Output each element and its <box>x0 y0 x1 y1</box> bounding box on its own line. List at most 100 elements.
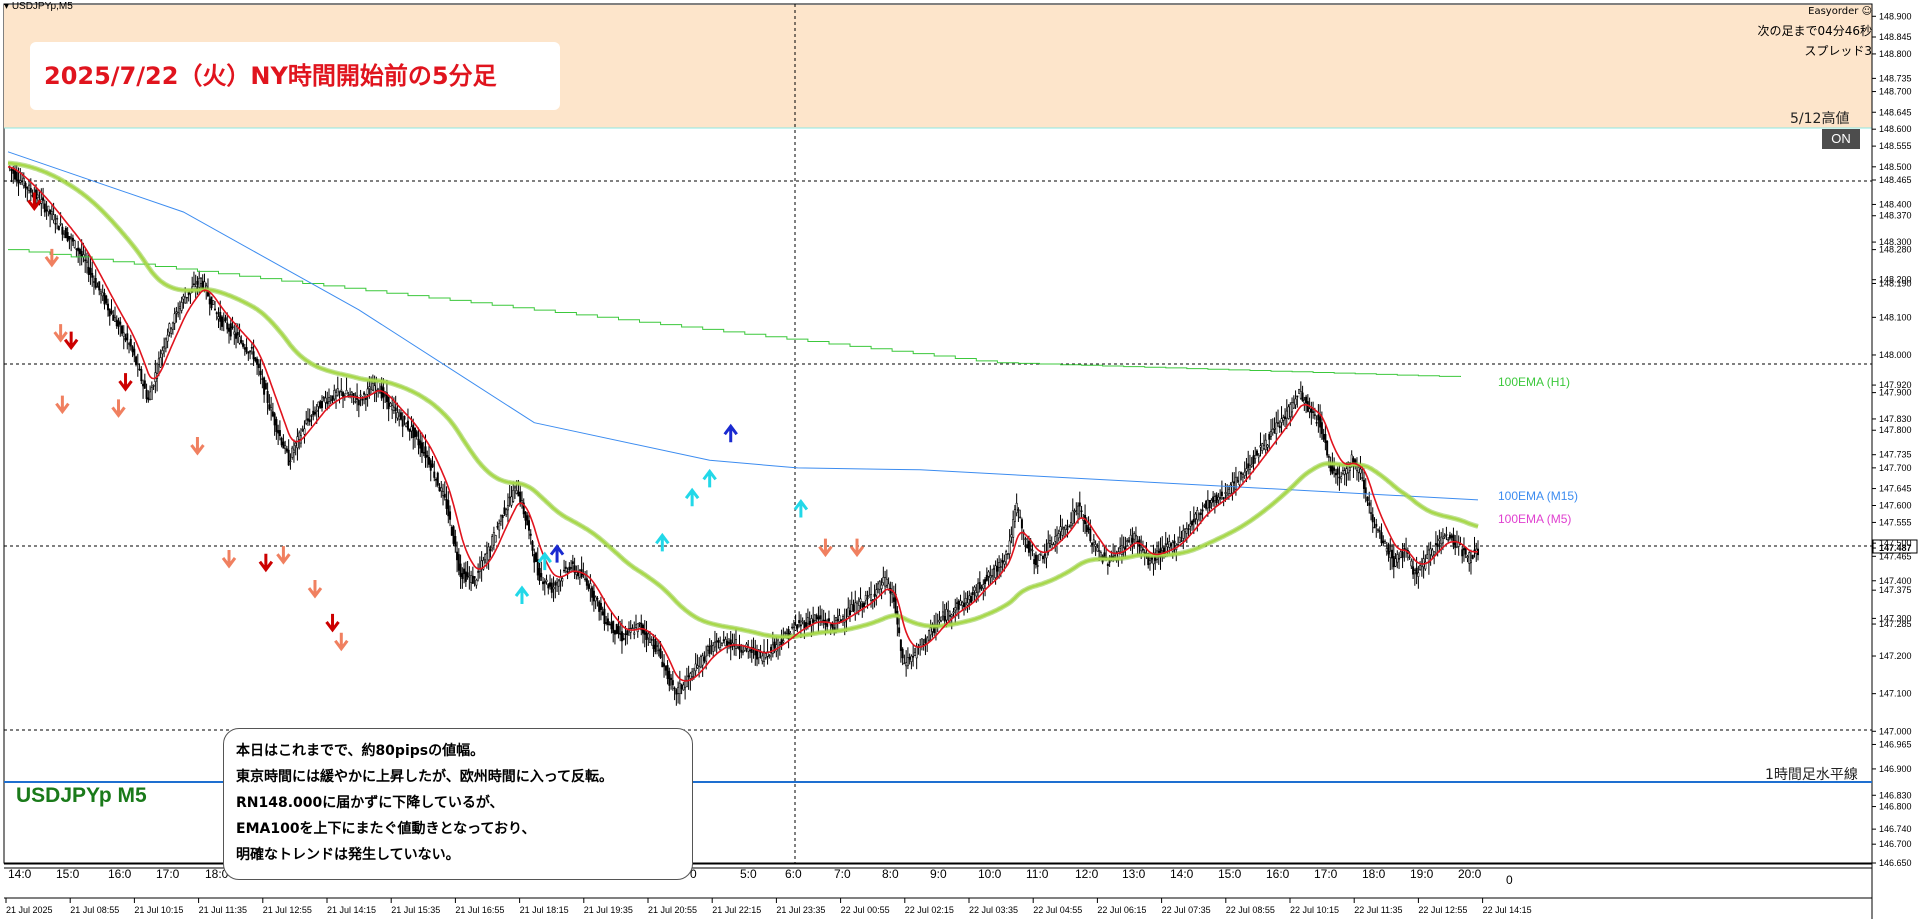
candle-body <box>1301 392 1304 402</box>
candle-body <box>80 250 83 257</box>
candle-body <box>1073 510 1076 513</box>
candle-body <box>1308 408 1311 413</box>
candle-body <box>1070 522 1073 527</box>
candle-body <box>1196 509 1199 521</box>
candle-body <box>1008 540 1011 555</box>
candle-body <box>1224 492 1227 494</box>
candle-body <box>1080 510 1083 512</box>
candle-body <box>1257 454 1260 458</box>
candle-body <box>1226 494 1229 498</box>
candle-body <box>1038 554 1041 561</box>
candle-body <box>1250 464 1253 467</box>
candle-body <box>1392 556 1395 568</box>
time-tick-label: 21 Jul 14:15 <box>327 905 376 915</box>
window-title[interactable]: ▾ USDJPYp,M5 <box>0 0 1876 14</box>
candle-body <box>954 607 957 611</box>
candle-body <box>114 317 117 322</box>
time-tick-label: 21 Jul 10:15 <box>134 905 183 915</box>
candle-body <box>1331 465 1334 474</box>
candle-body <box>29 187 32 193</box>
candle-body <box>861 603 864 608</box>
candle-body <box>554 582 557 586</box>
ema-m5-label: 100EMA (M5) <box>1498 512 1572 526</box>
window-menu-icon[interactable]: ▾ <box>4 1 10 12</box>
candle-body <box>28 184 31 191</box>
candle-body <box>243 347 246 350</box>
candle-body <box>413 427 416 437</box>
candle-body <box>622 638 625 640</box>
hour-label: 13:0 <box>1122 867 1146 881</box>
time-tick-label: 21 Jul 2025 <box>6 905 53 915</box>
candle-body <box>312 410 315 416</box>
hour-label: 17:0 <box>156 867 180 881</box>
ea-name-text: Easyorder <box>1808 6 1859 17</box>
candle-body <box>1422 558 1425 568</box>
candle-body <box>252 351 255 360</box>
candle-body <box>1326 440 1329 456</box>
candle-body <box>1315 422 1318 424</box>
candle-body <box>454 536 457 547</box>
price-tick-label: 147.645 <box>1879 484 1912 494</box>
candle-body <box>1440 536 1443 545</box>
candle-body <box>287 449 290 466</box>
candle-body <box>535 552 538 562</box>
candle-body <box>987 571 990 577</box>
candle-body <box>1377 529 1380 531</box>
candle-body <box>145 389 148 400</box>
hour-label: 9:0 <box>930 867 947 881</box>
candle-body <box>677 686 680 694</box>
candle-body <box>1208 499 1211 509</box>
candle-body <box>1015 502 1018 514</box>
candle-body <box>1029 548 1032 551</box>
candle-body <box>185 296 188 299</box>
candle-body <box>268 404 271 410</box>
candle-body <box>827 618 830 622</box>
candle-body <box>1184 528 1187 533</box>
on-button[interactable]: ON <box>1822 129 1860 149</box>
sell-arrow-icon <box>63 331 79 351</box>
price-tick-label: 148.100 <box>1879 312 1912 322</box>
candle-body <box>75 248 78 250</box>
ema-m15-line <box>7 151 1479 501</box>
sell-arrow-icon <box>27 192 42 211</box>
candle-body <box>596 598 599 600</box>
candle-body <box>1387 544 1390 555</box>
candle-body <box>882 577 885 584</box>
candle-body <box>452 526 455 544</box>
candle-body <box>545 579 548 583</box>
candle-body <box>438 486 441 492</box>
price-tick-label: 147.000 <box>1879 726 1912 736</box>
candle-body <box>552 586 555 590</box>
candle-body <box>1389 550 1392 558</box>
price-tick-label: 147.900 <box>1879 388 1912 398</box>
time-axis-ticks: 21 Jul 2025 21 Jul 08:55 21 Jul 10:15 21 Ju… <box>5 867 1532 915</box>
time-tick-label: 21 Jul 18:15 <box>520 905 569 915</box>
candle-body <box>1141 548 1144 551</box>
candle-body <box>1462 548 1465 551</box>
candle-body <box>741 650 744 653</box>
candle-body <box>720 643 723 647</box>
hour-label: 16:0 <box>1266 867 1290 881</box>
candle-body <box>140 369 143 382</box>
candle-body <box>1003 561 1006 565</box>
price-tick-label: 147.465 <box>1879 551 1912 561</box>
price-tick-label: 146.900 <box>1879 764 1912 774</box>
candle-body <box>806 617 809 624</box>
time-tick-label: 22 Jul 10:15 <box>1290 905 1339 915</box>
candle-body <box>1359 468 1362 474</box>
candle-body <box>1089 528 1092 541</box>
candle-body <box>1168 541 1171 548</box>
candle-body <box>1264 439 1267 451</box>
candle-body <box>673 687 676 690</box>
candle-body <box>724 639 727 647</box>
candle-body <box>952 611 955 614</box>
candle-body <box>1431 549 1434 557</box>
candle-body <box>1241 474 1244 478</box>
candle-body <box>435 479 438 481</box>
candle-body <box>249 350 252 353</box>
candle-body <box>808 621 811 625</box>
candle-body <box>117 320 120 327</box>
candle-body <box>119 321 122 325</box>
candle-body <box>1424 561 1427 570</box>
hour-label: 17:0 <box>1314 867 1338 881</box>
